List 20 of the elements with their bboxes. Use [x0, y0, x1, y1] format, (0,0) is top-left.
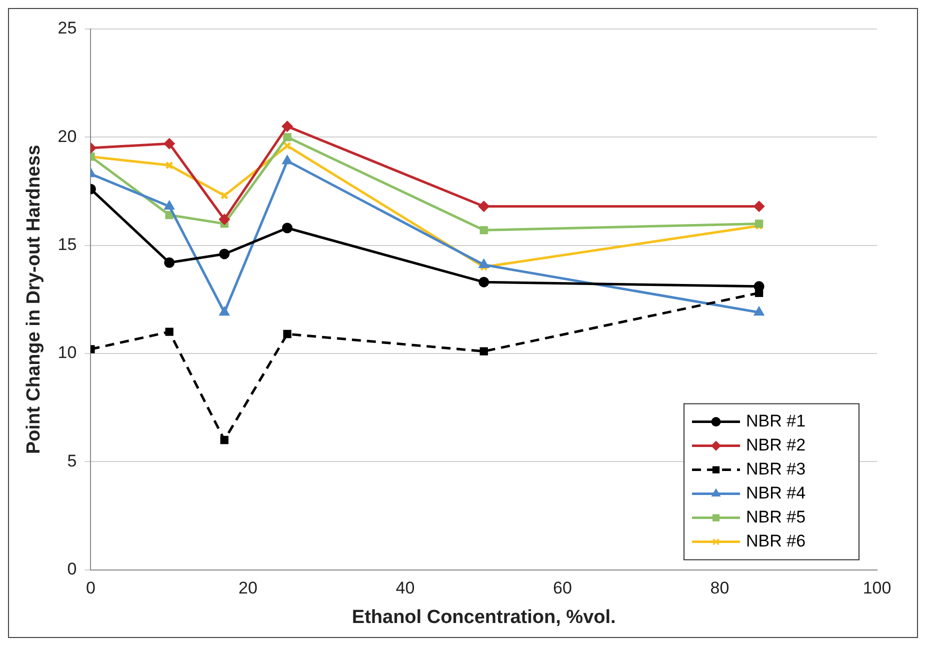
x-tick-label: 60	[553, 578, 572, 598]
y-tick-label: 20	[58, 126, 77, 146]
y-axis-title: Point Change in Dry-out Hardness	[24, 144, 45, 454]
y-tick-label: 5	[67, 451, 77, 470]
x-axis-title: Ethanol Concentration, %vol.	[352, 606, 616, 628]
y-tick-label: 25	[58, 18, 77, 38]
x-tick-label: 20	[238, 578, 258, 598]
x-tick-label: 0	[86, 578, 96, 598]
y-tick-label: 0	[67, 559, 77, 578]
legend-label: NBR #4	[746, 483, 806, 502]
y-tick-label: 10	[58, 343, 77, 362]
legend-label: NBR #6	[746, 531, 806, 550]
legend-label: NBR #3	[746, 459, 806, 478]
legend-label: NBR #2	[746, 435, 806, 454]
x-tick-label: 80	[710, 578, 730, 598]
legend-label: NBR #5	[746, 507, 806, 526]
y-tick-label: 15	[58, 235, 77, 254]
x-tick-label: 100	[862, 578, 892, 598]
x-tick-label: 40	[396, 578, 415, 598]
legend-label: NBR #1	[746, 411, 806, 430]
